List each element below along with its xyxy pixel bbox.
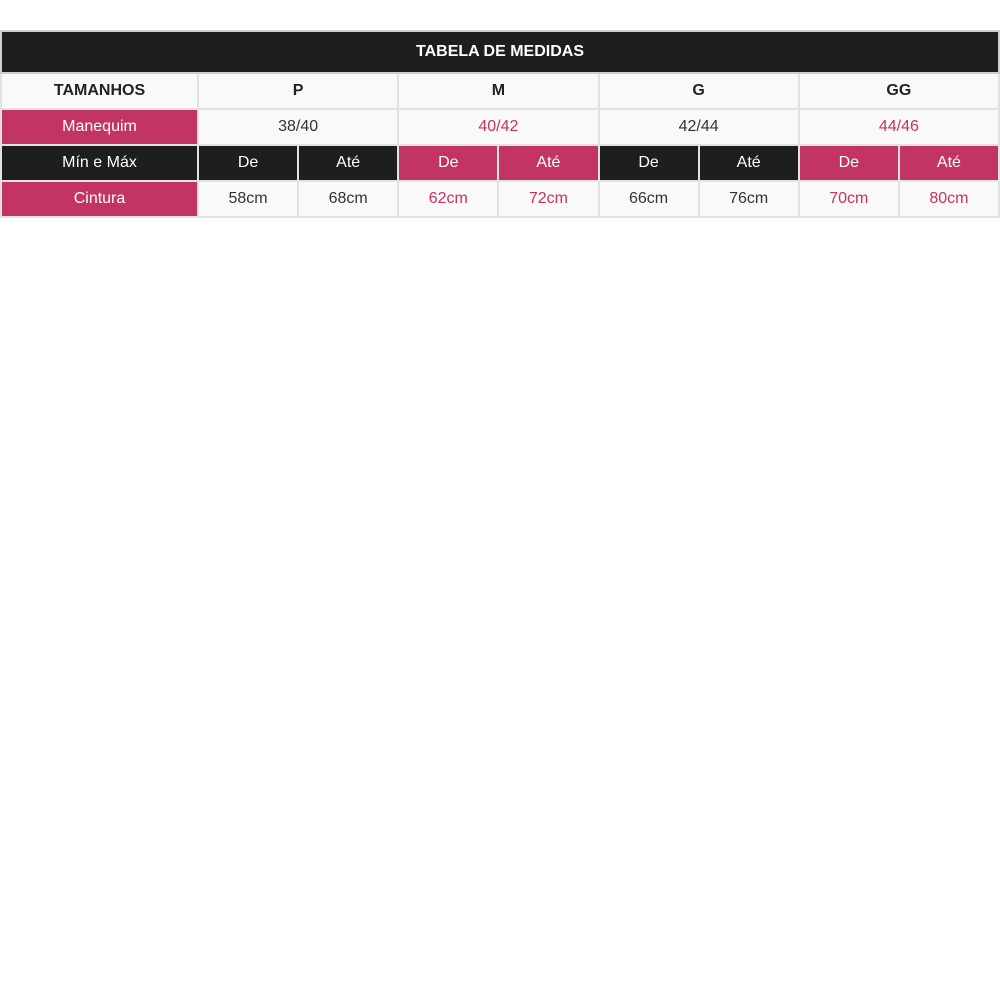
cintura-gg-min: 70cm xyxy=(797,180,900,218)
size-chart-table: TABELA DE MEDIDAS TAMANHOS P M G GG Mane… xyxy=(0,30,1000,218)
max-gg: Até xyxy=(897,144,1000,182)
manequim-gg: 44/46 xyxy=(797,108,1000,146)
max-m: Até xyxy=(497,144,600,182)
minmax-row: Mín e Máx De Até De Até De Até De Até xyxy=(0,144,1000,182)
cintura-row: Cintura 58cm 68cm 62cm 72cm 66cm 76cm 70… xyxy=(0,180,1000,218)
cintura-gg-max: 80cm xyxy=(897,180,1000,218)
size-p: P xyxy=(196,72,400,110)
cintura-label: Cintura xyxy=(0,180,199,218)
max-g: Até xyxy=(697,144,800,182)
manequim-g: 42/44 xyxy=(597,108,800,146)
min-g: De xyxy=(597,144,700,182)
cintura-g-max: 76cm xyxy=(697,180,800,218)
cintura-p-min: 58cm xyxy=(196,180,300,218)
sizes-label: TAMANHOS xyxy=(0,72,199,110)
manequim-m: 40/42 xyxy=(397,108,600,146)
manequim-p: 38/40 xyxy=(196,108,400,146)
table-title: TABELA DE MEDIDAS xyxy=(0,30,1000,74)
size-gg: GG xyxy=(797,72,1000,110)
table-title-row: TABELA DE MEDIDAS xyxy=(0,30,1000,74)
cintura-g-min: 66cm xyxy=(597,180,700,218)
min-gg: De xyxy=(797,144,900,182)
sizes-row: TAMANHOS P M G GG xyxy=(0,72,1000,110)
size-m: M xyxy=(397,72,600,110)
cintura-m-min: 62cm xyxy=(397,180,500,218)
manequim-label: Manequim xyxy=(0,108,199,146)
manequim-row: Manequim 38/40 40/42 42/44 44/46 xyxy=(0,108,1000,146)
cintura-m-max: 72cm xyxy=(497,180,600,218)
minmax-label: Mín e Máx xyxy=(0,144,199,182)
min-m: De xyxy=(397,144,500,182)
cintura-p-max: 68cm xyxy=(297,180,400,218)
max-p: Até xyxy=(297,144,400,182)
min-p: De xyxy=(196,144,300,182)
size-g: G xyxy=(597,72,800,110)
